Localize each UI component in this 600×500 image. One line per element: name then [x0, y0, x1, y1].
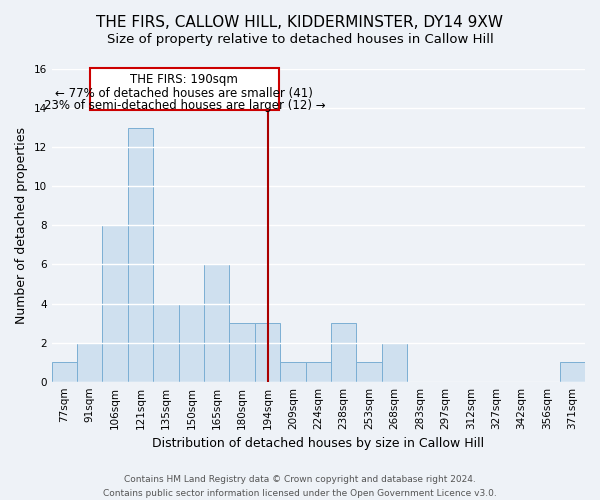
- Text: THE FIRS, CALLOW HILL, KIDDERMINSTER, DY14 9XW: THE FIRS, CALLOW HILL, KIDDERMINSTER, DY…: [97, 15, 503, 30]
- Bar: [356, 362, 382, 382]
- Text: THE FIRS: 190sqm: THE FIRS: 190sqm: [130, 74, 238, 86]
- Bar: [153, 304, 179, 382]
- Bar: [204, 264, 229, 382]
- FancyBboxPatch shape: [90, 68, 279, 110]
- Bar: [280, 362, 305, 382]
- Bar: [560, 362, 585, 382]
- Bar: [305, 362, 331, 382]
- Bar: [179, 304, 204, 382]
- Bar: [128, 128, 153, 382]
- Y-axis label: Number of detached properties: Number of detached properties: [15, 127, 28, 324]
- Bar: [52, 362, 77, 382]
- Text: ← 77% of detached houses are smaller (41): ← 77% of detached houses are smaller (41…: [55, 86, 313, 100]
- Bar: [77, 342, 103, 382]
- Text: Contains HM Land Registry data © Crown copyright and database right 2024.
Contai: Contains HM Land Registry data © Crown c…: [103, 476, 497, 498]
- Bar: [255, 323, 280, 382]
- Bar: [331, 323, 356, 382]
- Bar: [382, 342, 407, 382]
- Text: 23% of semi-detached houses are larger (12) →: 23% of semi-detached houses are larger (…: [44, 100, 325, 112]
- Text: Size of property relative to detached houses in Callow Hill: Size of property relative to detached ho…: [107, 32, 493, 46]
- Bar: [103, 226, 128, 382]
- X-axis label: Distribution of detached houses by size in Callow Hill: Distribution of detached houses by size …: [152, 437, 484, 450]
- Bar: [229, 323, 255, 382]
